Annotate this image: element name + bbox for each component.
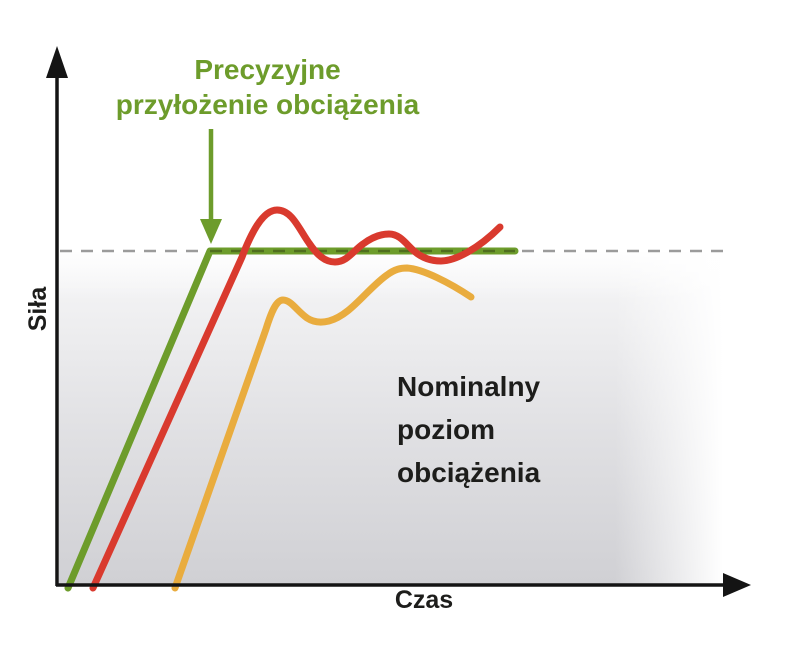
nominal-level-label: Nominalny poziom obciążenia xyxy=(397,365,540,494)
red-series-line xyxy=(89,206,504,592)
x-axis-arrowhead xyxy=(723,573,751,597)
annotation-label-line2: przyłożenie obciążenia xyxy=(115,89,420,120)
nominal-level-label-line1: Nominalny xyxy=(397,371,541,402)
annotation-arrow-head xyxy=(200,219,222,244)
x-axis-label: Czas xyxy=(394,586,454,614)
nominal-level-label-line2: poziom xyxy=(397,414,495,445)
orange-series-line xyxy=(171,264,475,592)
axes xyxy=(46,46,751,597)
y-axis-arrowhead xyxy=(46,46,68,78)
nominal-level-label-line3: obciążenia xyxy=(397,457,541,488)
y-axis-label: Siła xyxy=(24,286,52,332)
annotation-label: Precyzyjne przyłożenie obciążenia xyxy=(70,52,465,122)
annotation-label-line1: Precyzyjne xyxy=(194,54,341,85)
annotation-arrow xyxy=(200,129,222,244)
plot-gradient-background xyxy=(59,252,737,584)
